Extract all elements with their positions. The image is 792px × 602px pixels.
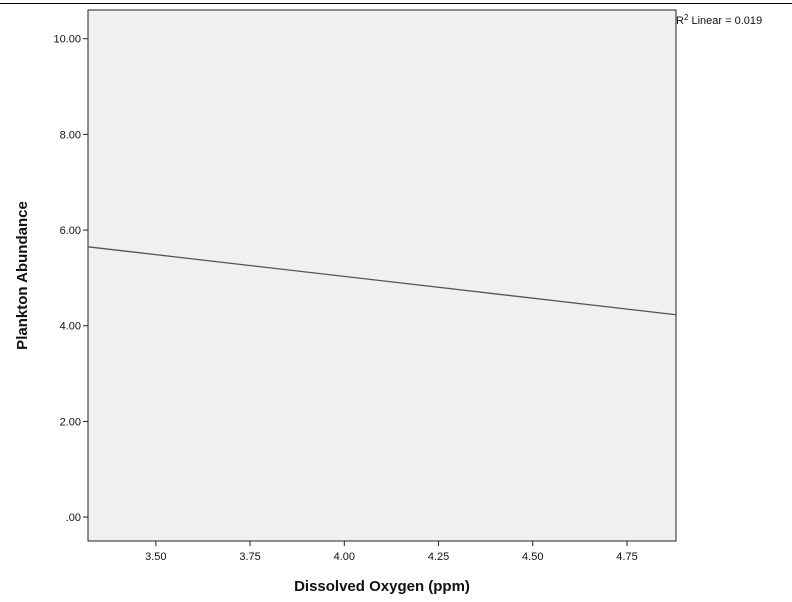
y-axis: .00 2.00 4.00 6.00 8.00 10.00 <box>53 34 88 524</box>
r-squared-annotation: R2 Linear = 0.019 <box>676 13 762 27</box>
y-tick-label: 8.00 <box>60 129 81 141</box>
y-tick-label: 4.00 <box>60 321 81 333</box>
x-tick-label: 4.50 <box>522 551 543 563</box>
y-tick-label: 6.00 <box>60 225 81 237</box>
y-tick-label: .00 <box>66 512 81 524</box>
x-tick-label: 3.50 <box>145 551 166 563</box>
y-axis-title: Plankton Abundance <box>14 201 31 350</box>
r-squared-prefix: R <box>676 15 684 27</box>
y-tick-label: 10.00 <box>53 34 81 46</box>
x-axis-title: Dissolved Oxygen (ppm) <box>294 578 470 595</box>
y-tick-label: 2.00 <box>60 416 81 428</box>
plot-area <box>88 10 676 541</box>
x-tick-label: 4.00 <box>334 551 355 563</box>
r-squared-text: Linear = 0.019 <box>688 15 762 27</box>
x-tick-label: 4.75 <box>616 551 637 563</box>
x-tick-label: 3.75 <box>239 551 260 563</box>
x-tick-label: 4.25 <box>428 551 449 563</box>
x-axis: 3.50 3.75 4.00 4.25 4.50 4.75 <box>145 541 638 563</box>
